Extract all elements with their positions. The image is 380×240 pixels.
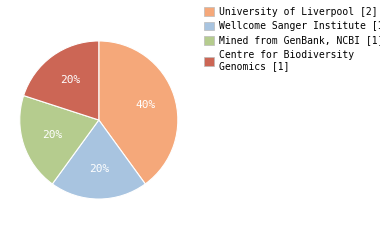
Wedge shape [99, 41, 178, 184]
Text: 20%: 20% [42, 130, 62, 140]
Wedge shape [52, 120, 145, 199]
Text: 20%: 20% [89, 164, 109, 174]
Wedge shape [20, 96, 99, 184]
Text: 40%: 40% [135, 100, 155, 110]
Wedge shape [24, 41, 99, 120]
Legend: University of Liverpool [2], Wellcome Sanger Institute [1], Mined from GenBank, : University of Liverpool [2], Wellcome Sa… [203, 5, 380, 73]
Text: 20%: 20% [60, 75, 80, 85]
